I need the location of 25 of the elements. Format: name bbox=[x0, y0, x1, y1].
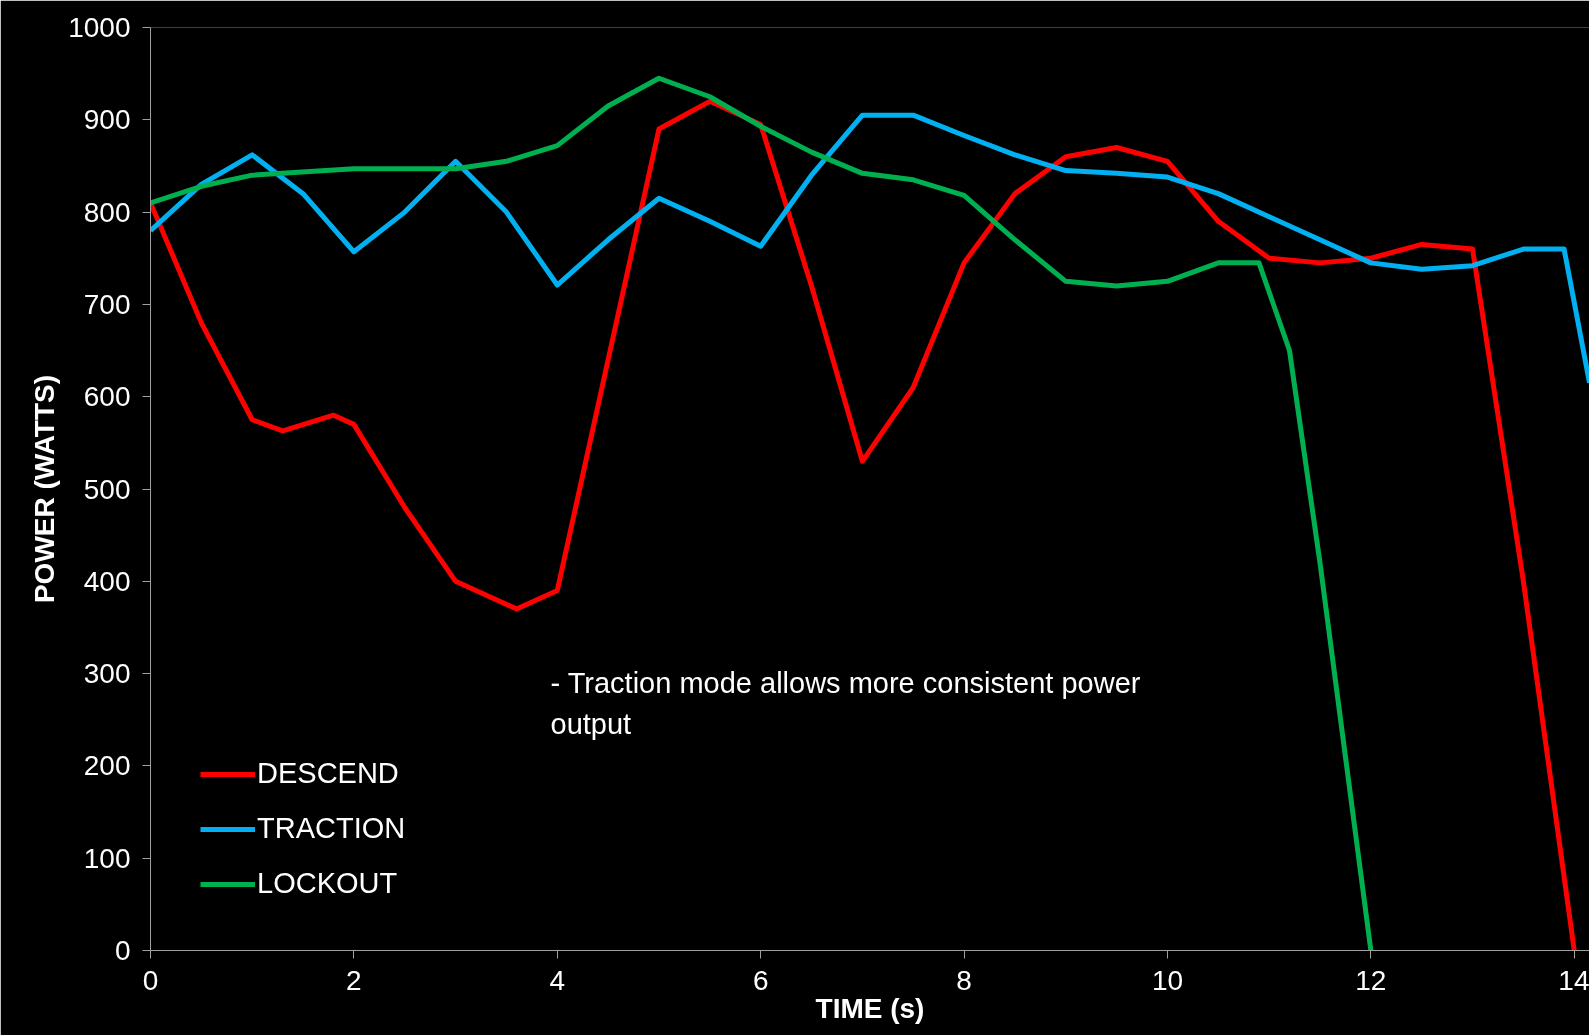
y-tick-label: 0 bbox=[114, 935, 131, 966]
y-tick-label: 200 bbox=[83, 750, 131, 782]
y-tick-label: 1000 bbox=[68, 12, 131, 43]
x-tick-label: 10 bbox=[1151, 964, 1184, 996]
x-tick-label: 4 bbox=[549, 964, 566, 996]
legend-label: DESCEND bbox=[257, 757, 399, 790]
legend-label: TRACTION bbox=[257, 812, 406, 845]
x-axis-title: TIME (s) bbox=[815, 992, 925, 1024]
x-tick-label: 0 bbox=[142, 964, 159, 996]
x-tick-label: 14 bbox=[1558, 964, 1589, 996]
x-tick-label: 6 bbox=[752, 964, 769, 996]
x-tick-label: 2 bbox=[346, 964, 362, 996]
y-tick-label: 500 bbox=[83, 473, 131, 505]
y-tick-label: 100 bbox=[83, 842, 131, 874]
y-tick-label: 300 bbox=[83, 658, 131, 690]
y-axis-title: POWER (WATTS) bbox=[29, 374, 61, 604]
y-tick-label: 800 bbox=[83, 196, 131, 228]
legend-label: LOCKOUT bbox=[257, 867, 398, 900]
x-tick-label: 12 bbox=[1355, 964, 1387, 996]
y-tick-label: 400 bbox=[83, 565, 131, 597]
x-tick-label: 8 bbox=[956, 964, 972, 996]
y-tick-label: 700 bbox=[83, 288, 131, 320]
annotation: - Traction mode allows more consistent power output bbox=[550, 666, 1141, 741]
y-tick-label: 900 bbox=[83, 104, 131, 136]
y-tick-label: 600 bbox=[83, 381, 131, 413]
